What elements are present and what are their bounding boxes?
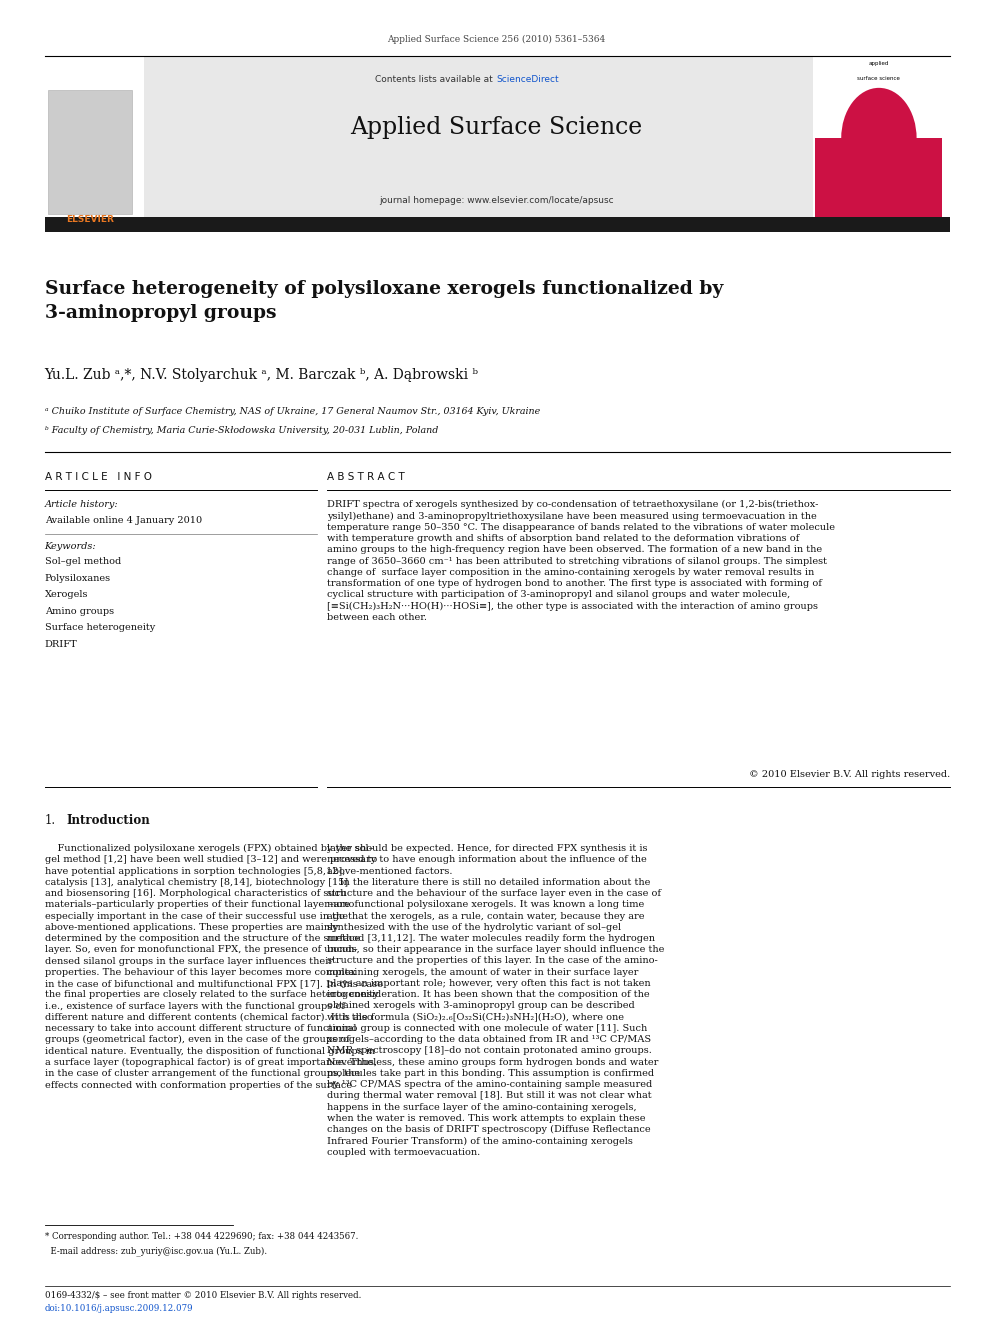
Text: Introduction: Introduction xyxy=(66,814,150,827)
Text: Available online 4 January 2010: Available online 4 January 2010 xyxy=(45,516,201,525)
Wedge shape xyxy=(841,87,917,138)
Text: Article history:: Article history: xyxy=(45,500,118,509)
Text: surface science: surface science xyxy=(857,77,901,81)
Text: applied: applied xyxy=(869,61,889,66)
Text: Functionalized polysiloxane xerogels (FPX) obtained by the sol–
gel method [1,2]: Functionalized polysiloxane xerogels (FP… xyxy=(45,844,383,1090)
Text: Applied Surface Science: Applied Surface Science xyxy=(350,116,642,139)
Text: A R T I C L E   I N F O: A R T I C L E I N F O xyxy=(45,472,152,483)
Text: Sol–gel method: Sol–gel method xyxy=(45,557,121,566)
Text: journal homepage: www.elsevier.com/locate/apsusc: journal homepage: www.elsevier.com/locat… xyxy=(379,196,613,205)
Bar xyxy=(815,56,942,228)
Text: layer should be expected. Hence, for directed FPX synthesis it is
necessary to h: layer should be expected. Hence, for dir… xyxy=(327,844,665,1156)
Text: ScienceDirect: ScienceDirect xyxy=(496,75,558,85)
Text: 0169-4332/$ – see front matter © 2010 Elsevier B.V. All rights reserved.: 0169-4332/$ – see front matter © 2010 El… xyxy=(45,1291,361,1301)
Text: doi:10.1016/j.apsusc.2009.12.079: doi:10.1016/j.apsusc.2009.12.079 xyxy=(45,1304,193,1314)
Text: Keywords:: Keywords: xyxy=(45,542,96,552)
Text: DRIFT spectra of xerogels synthesized by co-condensation of tetraethoxysilane (o: DRIFT spectra of xerogels synthesized by… xyxy=(327,500,835,622)
Text: ELSEVIER: ELSEVIER xyxy=(66,214,114,224)
Text: Xerogels: Xerogels xyxy=(45,590,88,599)
Bar xyxy=(815,56,942,138)
Text: 1.: 1. xyxy=(45,814,56,827)
Bar xyxy=(144,56,813,228)
Text: Polysiloxanes: Polysiloxanes xyxy=(45,574,111,582)
Text: ᵃ Chuiko Institute of Surface Chemistry, NAS of Ukraine, 17 General Naumov Str.,: ᵃ Chuiko Institute of Surface Chemistry,… xyxy=(45,407,540,417)
Text: Applied Surface Science 256 (2010) 5361–5364: Applied Surface Science 256 (2010) 5361–… xyxy=(387,34,605,44)
Bar xyxy=(45,56,142,228)
Bar xyxy=(45,217,950,232)
Text: Contents lists available at: Contents lists available at xyxy=(375,75,496,85)
Text: DRIFT: DRIFT xyxy=(45,640,77,648)
Text: Surface heterogeneity: Surface heterogeneity xyxy=(45,623,155,632)
Text: * Corresponding author. Tel.: +38 044 4229690; fax: +38 044 4243567.: * Corresponding author. Tel.: +38 044 42… xyxy=(45,1232,358,1241)
Text: E-mail address: zub_yuriy@isc.gov.ua (Yu.L. Zub).: E-mail address: zub_yuriy@isc.gov.ua (Yu… xyxy=(45,1246,267,1256)
Text: Amino groups: Amino groups xyxy=(45,606,114,615)
Text: A B S T R A C T: A B S T R A C T xyxy=(327,472,405,483)
Text: © 2010 Elsevier B.V. All rights reserved.: © 2010 Elsevier B.V. All rights reserved… xyxy=(749,770,950,779)
Text: Surface heterogeneity of polysiloxane xerogels functionalized by
3-aminopropyl g: Surface heterogeneity of polysiloxane xe… xyxy=(45,280,723,321)
Bar xyxy=(48,90,132,214)
Text: ᵇ Faculty of Chemistry, Maria Curie-Skłodowska University, 20-031 Lublin, Poland: ᵇ Faculty of Chemistry, Maria Curie-Skło… xyxy=(45,426,438,435)
Text: Yu.L. Zub ᵃ,*, N.V. Stolyarchuk ᵃ, M. Barczak ᵇ, A. Dąbrowski ᵇ: Yu.L. Zub ᵃ,*, N.V. Stolyarchuk ᵃ, M. Ba… xyxy=(45,368,478,382)
